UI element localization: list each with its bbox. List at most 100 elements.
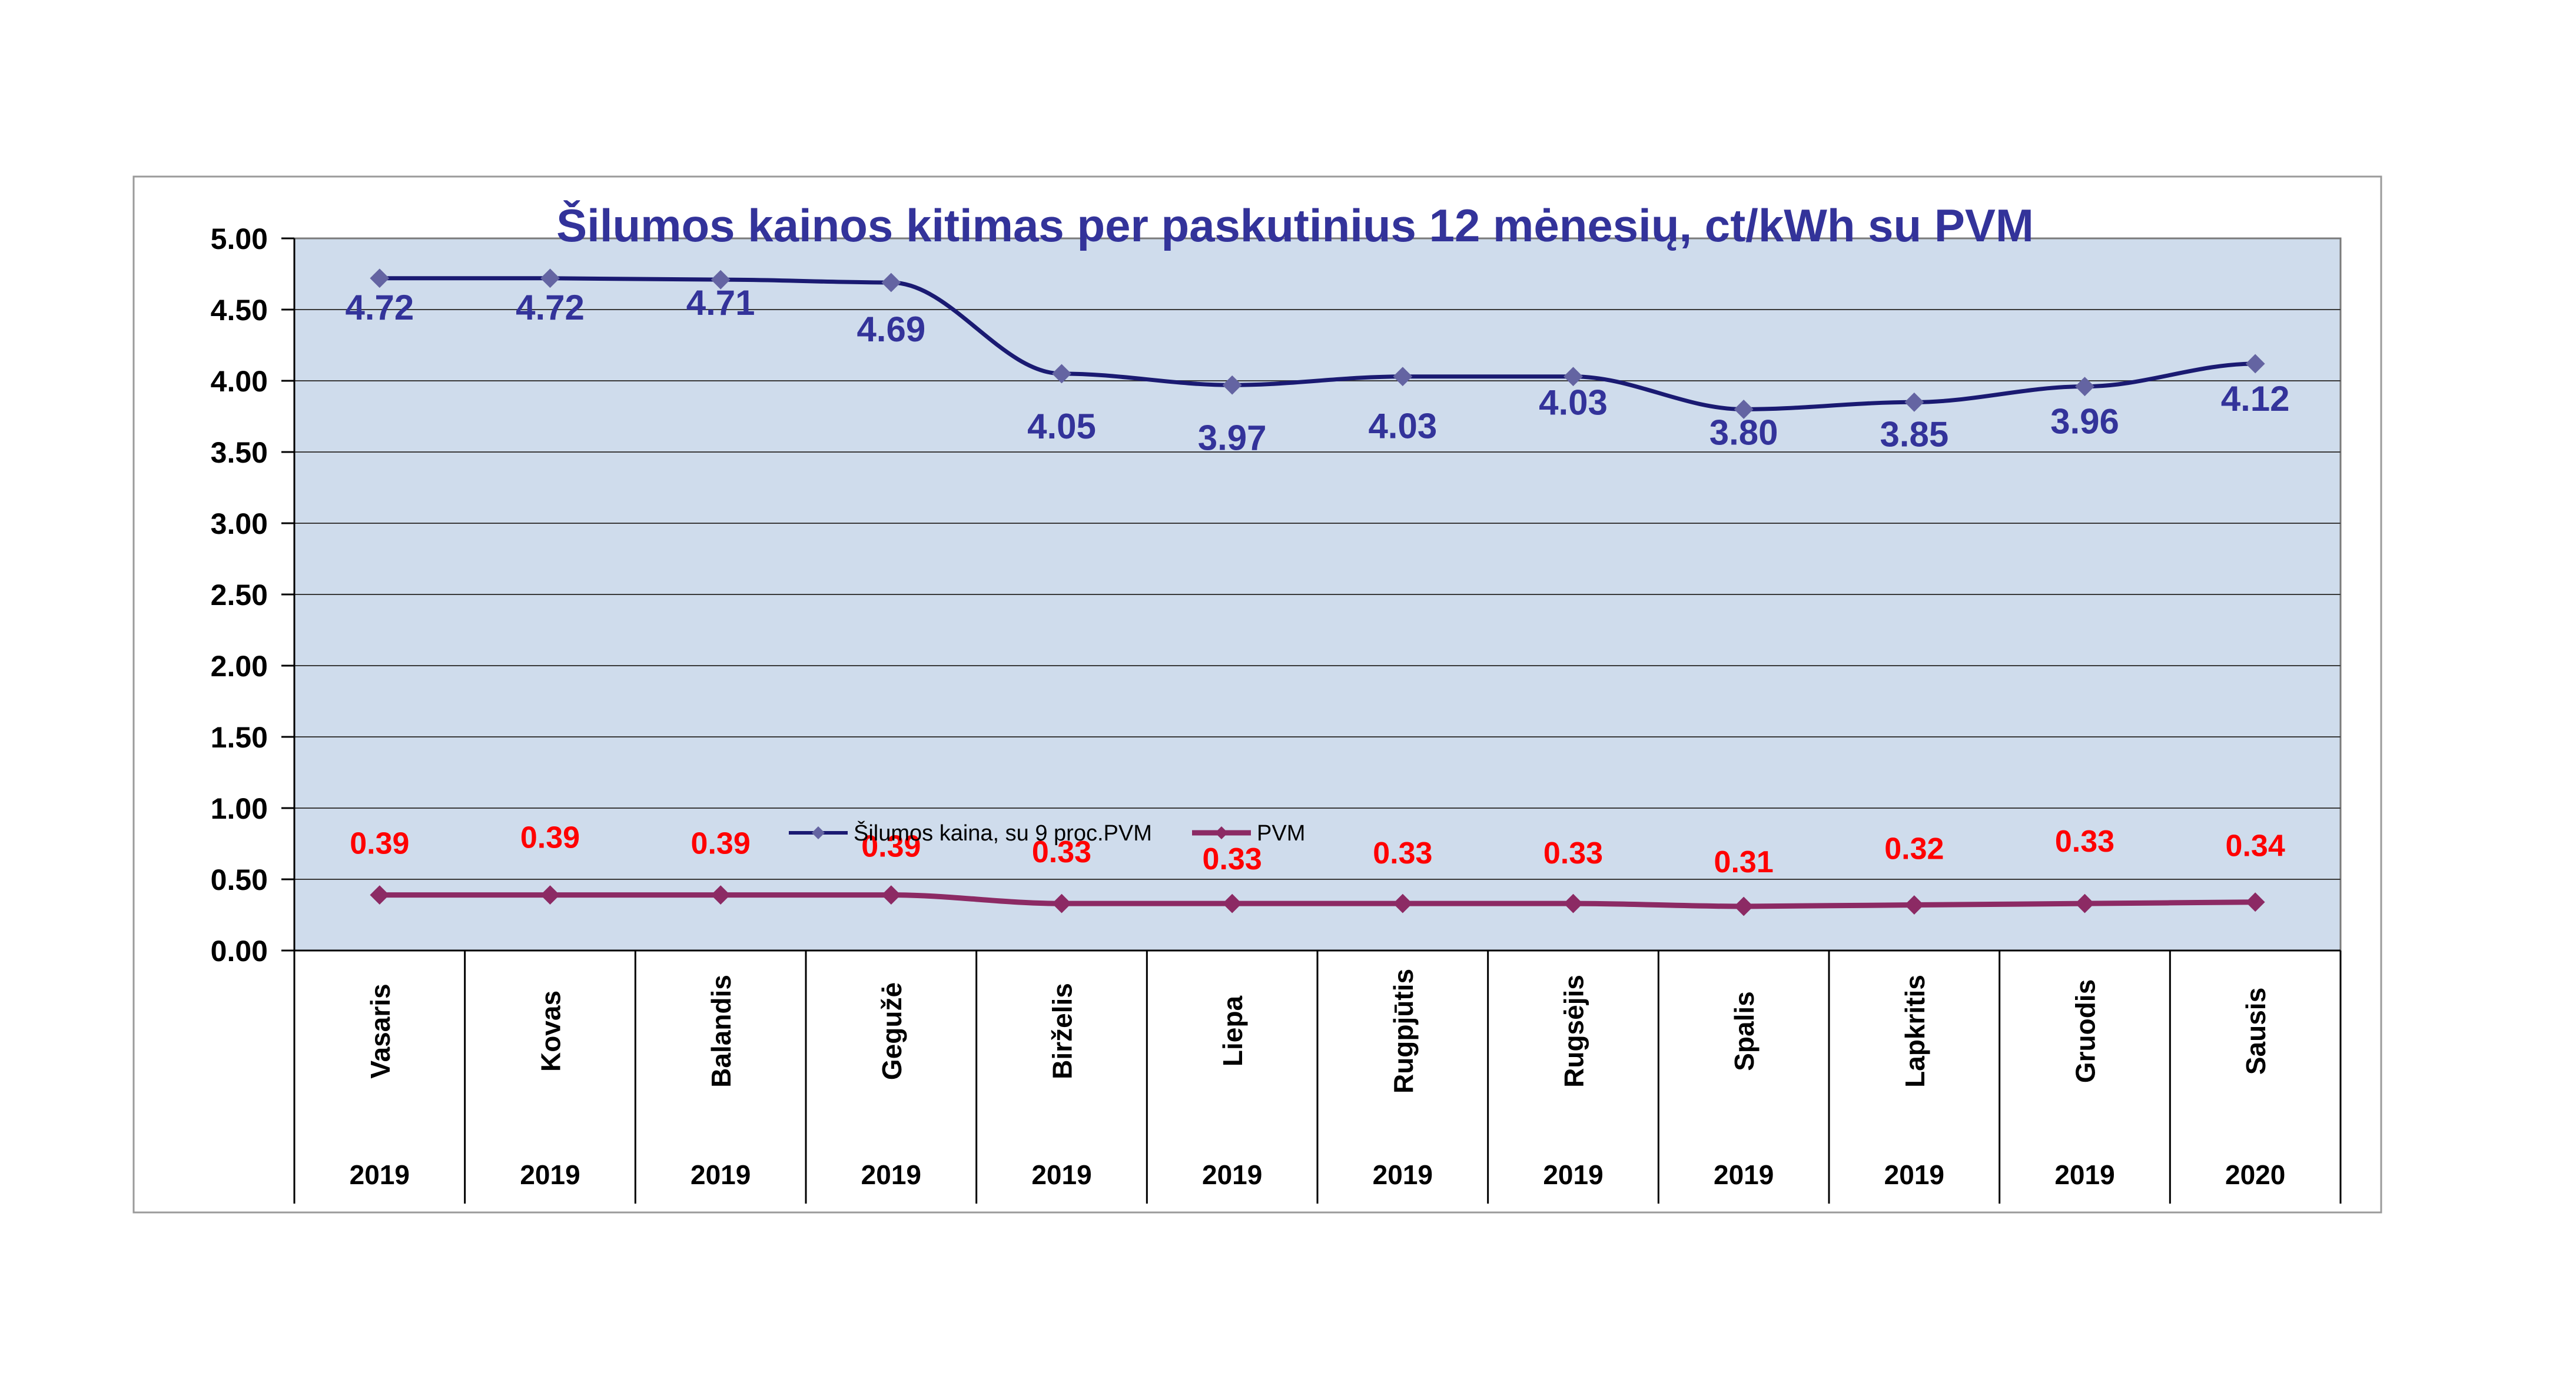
gridlines [294, 309, 2341, 880]
legend-marker-swatch [1215, 826, 1228, 839]
data-label: 0.39 [520, 821, 580, 855]
x-year-label: 2019 [1714, 1159, 1774, 1190]
data-point-marker [1222, 375, 1242, 395]
x-year-label: 2019 [520, 1159, 580, 1190]
y-tick-label: 1.50 [211, 721, 268, 754]
data-point-marker [711, 885, 731, 905]
y-tick-label: 3.50 [211, 436, 268, 469]
data-point-marker [1052, 893, 1071, 913]
x-category-label: Kovas [536, 991, 566, 1072]
y-tick-label: 4.50 [211, 294, 268, 327]
series-pvm: 0.39 0.39 0.39 0.39 0.33 0.33 0.33 0.33 0.31 0.32… [350, 821, 2285, 916]
legend-label: PVM [1257, 821, 1305, 846]
data-label: 0.39 [350, 827, 409, 861]
data-point-marker [1904, 895, 1924, 915]
y-tick-label: 1.00 [211, 792, 268, 825]
y-tick-label: 3.00 [211, 507, 268, 540]
x-category-label: Birželis [1047, 983, 1078, 1079]
data-label: 0.39 [861, 830, 921, 864]
x-category-label: Sausis [2240, 988, 2271, 1075]
x-year-label: 2019 [861, 1159, 921, 1190]
legend-item: Šilumos kaina, su 9 proc.PVM [789, 820, 1152, 846]
data-label: 4.12 [2221, 379, 2290, 418]
data-label: 4.72 [516, 288, 585, 327]
data-point-marker [1393, 367, 1413, 387]
x-category-label: Rugpjūtis [1388, 969, 1419, 1094]
x-category-label: Gruodis [2070, 979, 2101, 1083]
data-point-marker [1222, 893, 1242, 913]
data-label: 0.33 [2055, 825, 2114, 859]
x-year-label: 2019 [1543, 1159, 1603, 1190]
x-year-label: 2019 [1884, 1159, 1944, 1190]
data-label: 4.69 [857, 310, 925, 349]
y-axis: 0.00 0.50 1.00 1.50 2.00 2.50 3.00 3.50 4.00 4.50… [211, 222, 296, 968]
y-tick-label: 2.50 [211, 579, 268, 612]
x-category-label: Lapkritis [1900, 975, 1930, 1088]
data-label: 4.71 [686, 283, 755, 323]
data-label: 3.96 [2050, 402, 2119, 441]
data-label: 4.03 [1368, 407, 1437, 446]
x-category-label: Balandis [706, 975, 736, 1088]
data-label: 3.85 [1880, 414, 1948, 454]
chart-title: Šilumos kainos kitimas per paskutinius 1… [556, 200, 2034, 251]
data-point-marker [1734, 399, 1754, 419]
x-year-label: 2019 [2054, 1159, 2114, 1190]
x-category-label: Spalis [1729, 991, 1760, 1071]
x-year-label: 2020 [2225, 1159, 2285, 1190]
x-year-label: 2019 [1373, 1159, 1433, 1190]
data-label: 4.03 [1539, 383, 1608, 423]
data-point-marker [370, 885, 390, 905]
data-point-marker [2245, 892, 2265, 912]
y-tick-label: 0.00 [211, 935, 268, 968]
data-point-marker [2075, 893, 2094, 913]
data-label: 4.72 [345, 288, 414, 327]
data-point-marker [1563, 367, 1583, 387]
series-line [379, 892, 2256, 909]
data-label: 0.33 [1032, 835, 1091, 869]
data-point-marker [1904, 392, 1924, 412]
y-tick-label: 5.00 [211, 222, 268, 255]
x-year-label: 2019 [350, 1159, 410, 1190]
legend: Šilumos kaina, su 9 proc.PVM PVM [789, 820, 1305, 846]
data-point-marker [540, 885, 560, 905]
data-point-marker [1734, 896, 1754, 916]
data-label: 0.39 [691, 827, 751, 861]
x-year-label: 2019 [1202, 1159, 1262, 1190]
data-point-marker [881, 273, 901, 293]
y-tick-label: 0.50 [211, 863, 268, 896]
data-label: 0.33 [1203, 842, 1262, 876]
x-year-label: 2019 [691, 1159, 751, 1190]
data-point-marker [2075, 377, 2094, 397]
series-layer: 4.72 4.72 4.71 4.69 4.05 3.97 4.03 4.03 3.80 3.85… [345, 268, 2290, 916]
data-point-marker [370, 268, 390, 288]
y-tick-label: 4.00 [211, 365, 268, 398]
legend-item: PVM [1192, 821, 1305, 846]
series-line [379, 276, 2256, 411]
data-point-marker [881, 885, 901, 905]
x-axis: Vasaris 2019 Kovas 2019 Balandis 2019 Gegužė 20… [293, 949, 2342, 1204]
x-category-label: Rugsėjis [1559, 975, 1589, 1088]
data-label: 3.80 [1709, 413, 1778, 452]
legend-label: Šilumos kaina, su 9 proc.PVM [854, 820, 1152, 846]
data-point-marker [540, 268, 560, 288]
x-category-label: Vasaris [365, 983, 396, 1078]
data-label: 0.31 [1714, 845, 1774, 879]
x-category-label: Gegužė [877, 982, 907, 1080]
data-point-marker [2245, 354, 2265, 374]
data-label: 0.34 [2226, 829, 2285, 863]
series-silumos-kaina: 4.72 4.72 4.71 4.69 4.05 3.97 4.03 4.03 3.80 3.85… [345, 268, 2290, 457]
legend-marker-swatch [812, 826, 825, 839]
data-point-marker [1393, 893, 1413, 913]
data-label: 0.33 [1373, 836, 1432, 870]
data-point-marker [1563, 893, 1583, 913]
x-year-label: 2019 [1031, 1159, 1091, 1190]
data-label: 4.05 [1027, 407, 1096, 446]
data-label: 0.33 [1543, 836, 1603, 870]
data-point-marker [711, 270, 731, 290]
data-point-marker [1052, 364, 1071, 384]
data-label: 0.32 [1884, 832, 1944, 866]
data-label: 3.97 [1198, 418, 1267, 457]
y-tick-label: 2.00 [211, 650, 268, 683]
